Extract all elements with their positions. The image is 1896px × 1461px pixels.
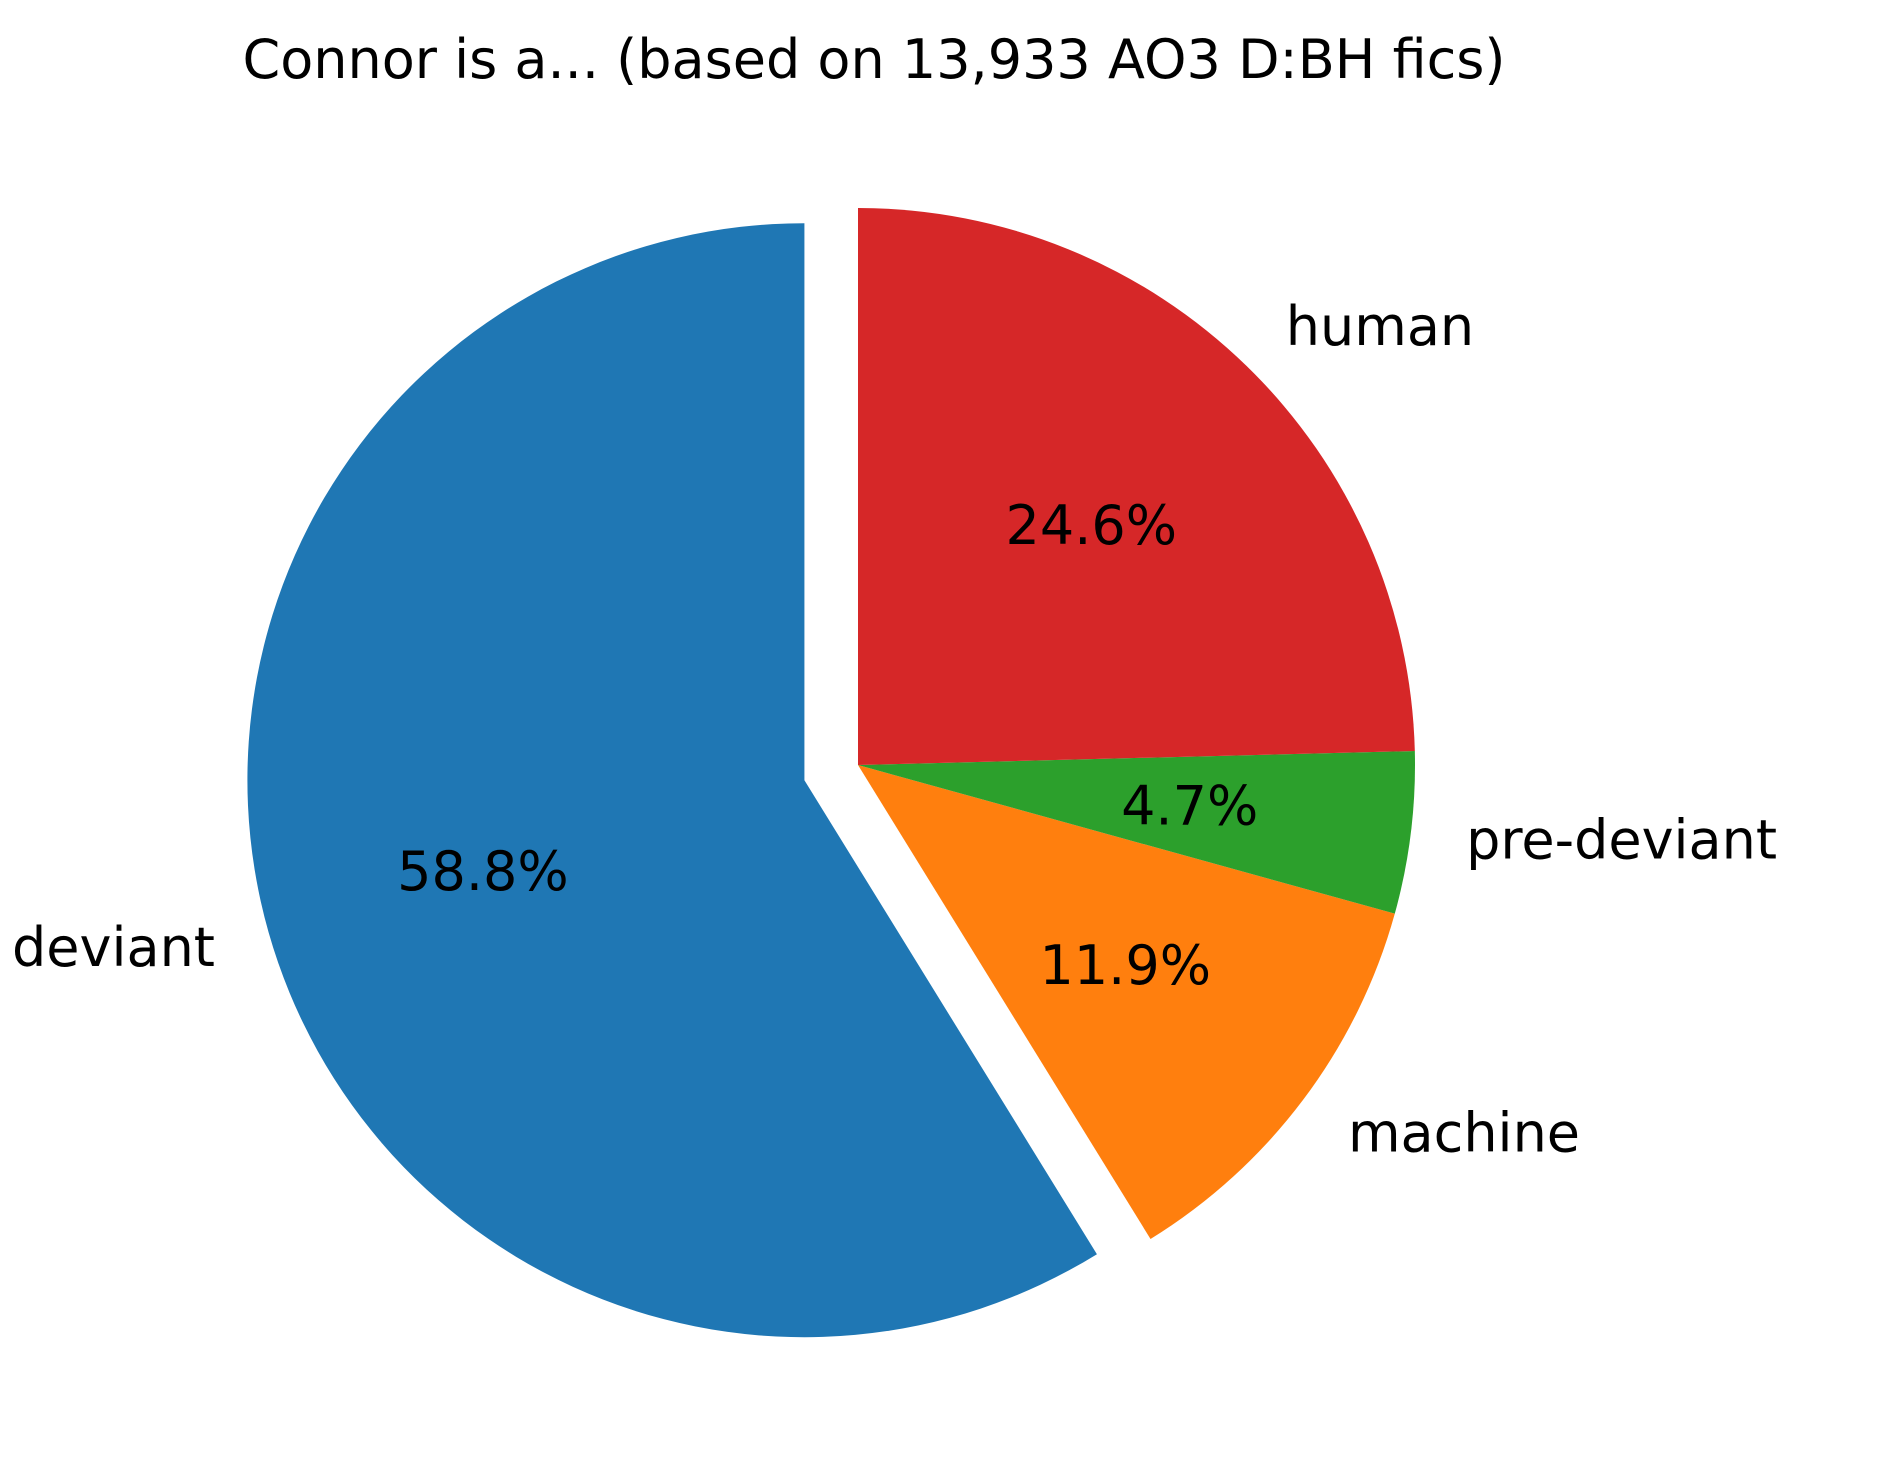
pie-slice-deviant [247,223,1097,1338]
pie-slice-pre-deviant [858,751,1415,914]
slice-percent-pre-deviant: 4.7% [1121,774,1258,837]
slice-label-deviant: deviant [12,916,215,979]
pie-slices [247,208,1415,1338]
slice-percent-human: 24.6% [1006,494,1178,557]
slice-label-human: human [1286,295,1474,358]
slice-percent-machine: 11.9% [1039,934,1211,997]
chart-title: Connor is a... (based on 13,933 AO3 D:BH… [243,28,1506,91]
pie-slice-machine [858,765,1395,1240]
pie-labels: deviant 58.8% machine 11.9% pre-deviant 4.7% h… [12,295,1777,1165]
slice-percent-deviant: 58.8% [397,840,569,903]
slice-label-machine: machine [1348,1101,1580,1164]
slice-label-pre-deviant: pre-deviant [1466,808,1777,871]
pie-slice-human [858,208,1415,765]
